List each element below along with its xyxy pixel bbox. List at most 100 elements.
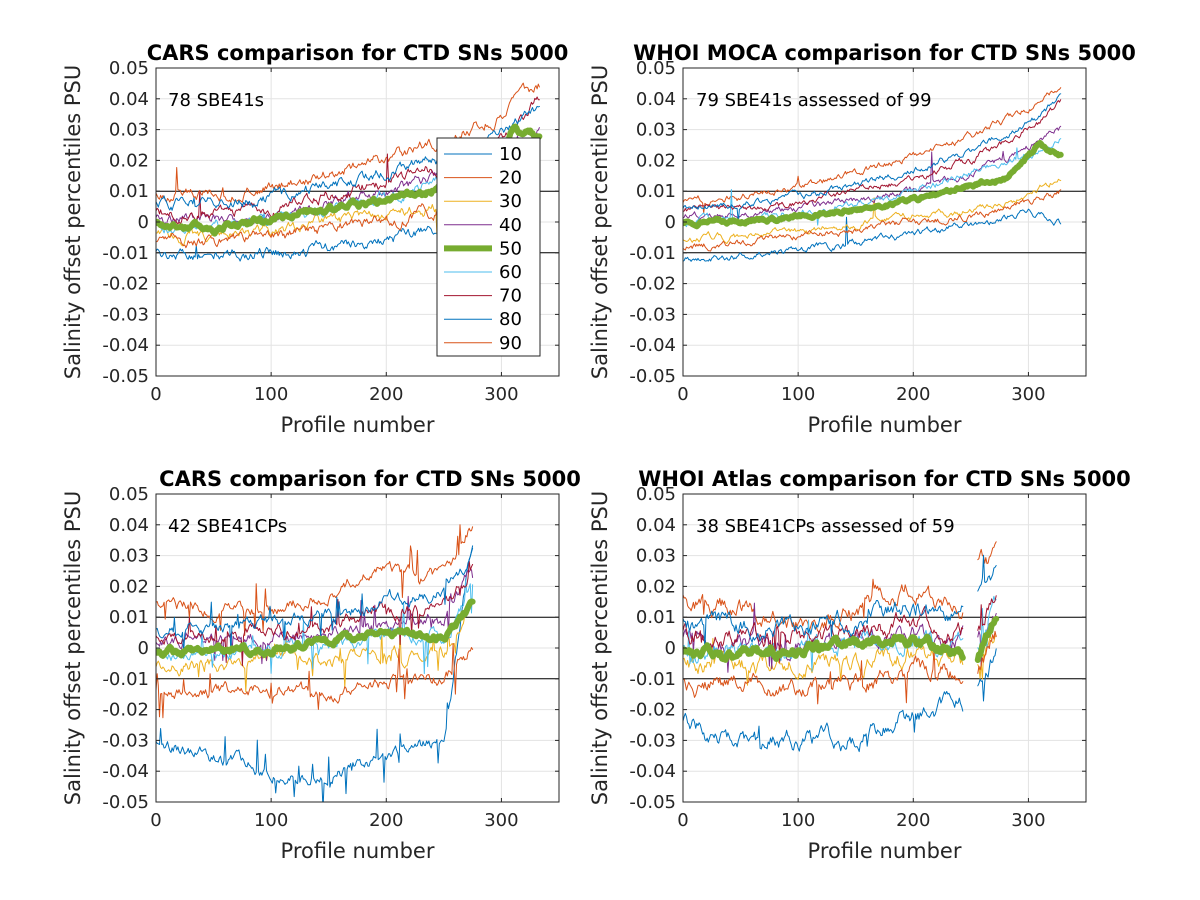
y-tick-label: 0.01 [109,181,149,202]
y-tick-label: 0.02 [109,150,149,171]
annotation: 78 SBE41s [168,90,264,111]
y-tick-label: 0 [138,638,149,659]
panel-top-right: 0 100 200 300 -0.05 -0.04 -0.03 -0.02 -0.01 0 0.01… [588,41,1136,437]
series-line-50 [156,598,476,659]
reference-lines [156,616,559,680]
legend-label-60: 60 [499,262,522,283]
legend-label-10: 10 [499,144,522,165]
series-line-90 [683,630,997,705]
series-line-10 [683,208,1062,262]
series-line-70 [683,595,997,663]
x-tick-label: 0 [150,384,161,405]
series-line-70 [683,99,1062,213]
y-tick-label: 0.05 [109,58,149,79]
x-tick-label: 300 [1011,810,1045,831]
y-tick-label: -0.04 [102,335,149,356]
y-tick-label: -0.03 [629,304,676,325]
y-tick-label: 0.04 [636,89,676,110]
series-group [683,541,1000,753]
y-tick-label: 0.03 [636,546,676,567]
y-tick-label: -0.05 [629,366,676,387]
y-tick-label: -0.02 [102,700,149,721]
series-line-20 [156,524,474,636]
legend-label-70: 70 [499,286,522,307]
y-tick-label: -0.05 [102,366,149,387]
x-tick-label: 300 [1011,384,1045,405]
annotation: 42 SBE41CPs [168,516,287,537]
series-line-50 [683,615,1000,663]
x-tick-label: 300 [484,810,518,831]
y-axis-label: Salinity offset percentiles PSU [61,65,85,379]
y-tick-label: 0.01 [636,607,676,628]
series-line-70 [156,560,474,667]
y-tick-label: -0.04 [629,761,676,782]
legend-label-50: 50 [499,238,522,259]
x-axis-label: Profile number [808,413,962,437]
x-tick-label: 0 [150,810,161,831]
series-group [683,87,1064,262]
y-tick-label: 0.04 [109,515,149,536]
y-tick-label: 0.05 [636,484,676,505]
x-tick-label: 0 [677,810,688,831]
series-line-20 [156,82,540,203]
y-tick-label: -0.01 [102,669,149,690]
y-tick-label: 0 [665,212,676,233]
series-line-50 [683,139,1064,230]
y-tick-label: 0.03 [109,120,149,141]
series-line-80 [156,547,474,654]
y-tick-label: -0.04 [629,335,676,356]
chart-title: CARS comparison for CTD SNs 5000 [159,467,581,491]
annotation: 79 SBE41s assessed of 99 [696,90,932,111]
series-line-80 [683,554,997,651]
x-tick-label: 0 [677,384,688,405]
series-line-90 [156,643,474,719]
y-tick-label: -0.01 [629,243,676,264]
y-tick-label: -0.01 [629,669,676,690]
series-line-90 [683,189,1062,252]
x-tick-label: 100 [781,384,815,405]
legend-label-80: 80 [499,309,522,330]
y-tick-label: 0 [665,638,676,659]
y-tick-label: 0.04 [109,89,149,110]
y-tick-label: 0.02 [109,576,149,597]
ticks: 0 100 200 300 -0.05 -0.04 -0.03 -0.02 -0.01 0 0.01… [629,484,1086,831]
y-tick-label: 0.05 [636,58,676,79]
y-tick-label: 0.03 [109,546,149,567]
ticks: 0 100 200 300 -0.05 -0.04 -0.03 -0.02 -0.01 0 0.01… [102,484,559,831]
y-tick-label: -0.04 [102,761,149,782]
series-line-30 [683,178,1062,245]
reference-lines [683,190,1086,254]
x-tick-label: 200 [369,810,403,831]
y-tick-label: -0.03 [629,730,676,751]
y-tick-label: -0.01 [102,243,149,264]
y-tick-label: 0.01 [109,607,149,628]
annotation: 38 SBE41CPs assessed of 59 [696,516,955,537]
legend-label-20: 20 [499,168,522,189]
y-tick-label: -0.05 [629,792,676,813]
x-axis-label: Profile number [281,413,435,437]
ticks: 0 100 200 300 -0.05 -0.04 -0.03 -0.02 -0.01 0 0.01… [102,58,559,405]
y-tick-label: 0.03 [636,120,676,141]
series-group [156,524,476,802]
y-axis-label: Salinity offset percentiles PSU [61,491,85,805]
ticks: 0 100 200 300 -0.05 -0.04 -0.03 -0.02 -0.01 0 0.01… [629,58,1086,405]
series-line-10 [683,648,997,753]
x-tick-label: 100 [254,384,288,405]
y-tick-label: -0.03 [102,304,149,325]
series-line-30 [156,602,474,693]
x-tick-label: 200 [896,384,930,405]
y-tick-label: 0 [138,212,149,233]
legend-label-40: 40 [499,215,522,236]
legend-label-30: 30 [499,191,522,212]
series-line-80 [683,93,1062,222]
series-line-20 [683,87,1062,214]
y-tick-label: -0.03 [102,730,149,751]
x-tick-label: 100 [254,810,288,831]
chart-title: WHOI MOCA comparison for CTD SNs 5000 [633,41,1136,65]
chart-title: WHOI Atlas comparison for CTD SNs 5000 [638,467,1131,491]
x-tick-label: 300 [484,384,518,405]
x-tick-label: 200 [369,384,403,405]
